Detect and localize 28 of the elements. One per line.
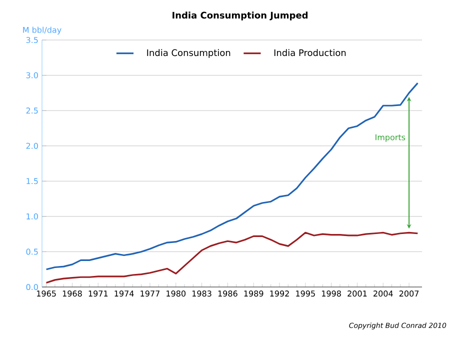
- x-tick-label: 1977: [140, 290, 160, 297]
- chart-title: India Consumption Jumped: [172, 12, 308, 20]
- x-tick-label: 1992: [270, 290, 289, 297]
- x-tick-label: 1968: [62, 290, 82, 297]
- y-tick-label: 2.5: [26, 108, 38, 114]
- x-tick-label: 2007: [399, 290, 419, 297]
- x-tick-label: 1989: [244, 290, 264, 297]
- x-tick-label: 1983: [192, 290, 212, 297]
- y-tick-label: 3.5: [26, 36, 38, 44]
- x-tick-label: 1971: [88, 290, 108, 297]
- y-axis-title: M bbl/day: [23, 26, 62, 34]
- legend-label: India Production: [274, 49, 346, 56]
- x-tick-label: 2004: [374, 290, 393, 297]
- x-tick-label: 1986: [218, 290, 238, 297]
- y-tick-label: 3.0: [26, 72, 38, 78]
- x-tick-label: 2001: [348, 290, 367, 297]
- y-tick-label: 2.0: [26, 142, 38, 149]
- x-tick-label: 1980: [166, 290, 186, 297]
- annotation: Imports: [376, 134, 406, 142]
- y-tick-label: 0.5: [26, 248, 38, 255]
- x-tick-label: 1974: [114, 290, 134, 297]
- legend-label: India Consumption: [147, 49, 230, 58]
- y-tick-label: 1.0: [26, 213, 38, 220]
- x-tick-label: 1998: [322, 290, 341, 297]
- x-tick-label: 1965: [37, 290, 56, 297]
- x-tick-label: 1995: [296, 290, 315, 297]
- y-tick-label: 0.0: [26, 284, 38, 290]
- y-tick-label: 1.5: [26, 178, 38, 184]
